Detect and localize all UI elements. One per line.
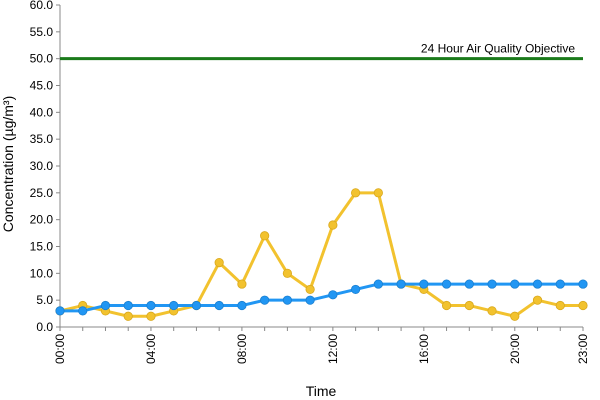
series-2-point (260, 295, 270, 305)
series-2-point (464, 279, 474, 289)
y-tick-label: 55.0 (30, 25, 54, 39)
y-tick-label: 40.0 (30, 105, 54, 119)
x-tick-label: 00:00 (53, 334, 67, 364)
x-tick-label: 12:00 (326, 334, 340, 364)
series-1-point (214, 257, 224, 268)
series-1-point (237, 279, 247, 289)
series-2-point (419, 279, 429, 289)
series-2-point (487, 279, 497, 289)
series-1-point (441, 300, 452, 311)
series-2-point (169, 300, 179, 311)
series-2-point (191, 300, 202, 311)
series-2-point (100, 300, 111, 311)
y-tick-label: 50.0 (30, 52, 54, 66)
series-2-point (328, 290, 338, 300)
series-1-point (510, 311, 520, 321)
series-2-point (441, 279, 452, 289)
series-2-point (532, 279, 543, 289)
series-1-point (260, 231, 270, 241)
series-2-point (214, 300, 224, 311)
series-1-point (487, 306, 497, 316)
series-1-point (146, 311, 156, 321)
series-1-point (532, 295, 543, 305)
series-2-point (510, 279, 520, 289)
y-tick-label: 5.0 (36, 293, 53, 307)
x-tick-label: 16:00 (417, 334, 431, 364)
series-2-point (146, 300, 156, 311)
x-tick-label: 23:00 (576, 334, 590, 364)
y-tick-label: 25.0 (30, 186, 54, 200)
series-2-point (555, 279, 565, 289)
objective-reference: 24 Hour Air Quality Objective (60, 42, 583, 61)
series-1-point (464, 300, 474, 311)
series-1-point (123, 311, 133, 321)
series-2-point (373, 279, 383, 289)
y-tick-label: 10.0 (30, 266, 54, 280)
y-tick-label: 20.0 (30, 213, 54, 227)
series-1-point (578, 300, 588, 311)
series-1-point (373, 188, 383, 198)
y-tick-label: 35.0 (30, 132, 54, 146)
x-tick-label: 20:00 (508, 334, 522, 364)
series-1-point (328, 220, 338, 230)
x-axis-title: Time (306, 383, 337, 399)
series-1-point (555, 300, 565, 311)
series-2-point (55, 306, 65, 316)
y-tick-label: 30.0 (30, 159, 54, 173)
y-tick-label: 45.0 (30, 79, 54, 93)
series-2-line (60, 282, 583, 313)
series-1-point (351, 188, 361, 198)
series-1-point (305, 284, 315, 295)
series-2-point (351, 284, 361, 295)
series-2-point (123, 300, 133, 311)
series-2-point (396, 279, 406, 289)
x-tick-label: 04:00 (144, 334, 158, 364)
series-2-point (78, 306, 88, 316)
x-tick-label: 08:00 (235, 334, 249, 364)
series-2-point (578, 279, 588, 289)
series-1-point (282, 268, 292, 278)
y-axis: 0.0 5.0 10.0 15.0 20.0 25.0 30.0 35.0 40.0 45.0 50… (30, 0, 61, 334)
series-2-point (305, 295, 315, 305)
y-tick-label: 0.0 (36, 320, 53, 334)
y-axis-title: Concentration (µg/m³) (0, 96, 16, 232)
objective-label: 24 Hour Air Quality Objective (421, 42, 575, 56)
series-2-point (237, 300, 247, 311)
y-tick-label: 15.0 (30, 240, 54, 254)
x-axis: 00:00 04:00 08:00 12:00 16:00 20:00 23:00 (53, 326, 590, 364)
y-tick-label: 60.0 (30, 0, 54, 12)
series-layer (55, 188, 588, 321)
series-2-point (282, 295, 292, 305)
